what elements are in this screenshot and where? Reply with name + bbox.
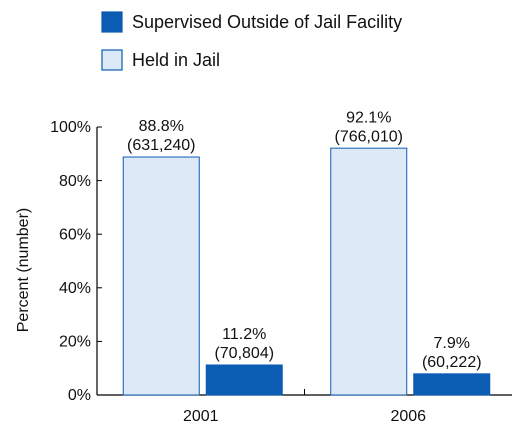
legend-swatch bbox=[101, 49, 123, 71]
legend-label: Held in Jail bbox=[132, 50, 220, 70]
y-tick-label: 100% bbox=[50, 119, 91, 136]
y-tick-label: 0% bbox=[68, 387, 91, 404]
value-label: 7.9% bbox=[434, 335, 470, 352]
y-tick-label: 60% bbox=[59, 226, 91, 243]
y-tick-label: 40% bbox=[59, 280, 91, 297]
x-tick-label: 2006 bbox=[390, 408, 426, 425]
y-axis-label: Percent (number) bbox=[15, 208, 32, 333]
value-label: 92.1% bbox=[346, 109, 391, 126]
value-label: 88.8% bbox=[139, 118, 184, 135]
legend-swatch bbox=[101, 11, 123, 33]
legend-label: Supervised Outside of Jail Facility bbox=[132, 12, 402, 32]
value-label: 11.2% bbox=[222, 326, 266, 343]
number-label: (60,222) bbox=[422, 354, 482, 371]
bar bbox=[330, 147, 408, 396]
number-label: (766,010) bbox=[335, 128, 404, 145]
number-label: (631,240) bbox=[127, 137, 196, 154]
bar bbox=[122, 156, 200, 396]
number-label: (70,804) bbox=[214, 345, 274, 362]
bar bbox=[205, 364, 283, 396]
x-tick-label: 2001 bbox=[183, 408, 219, 425]
y-tick-label: 20% bbox=[59, 334, 91, 351]
y-tick-label: 80% bbox=[59, 173, 91, 190]
bar bbox=[413, 373, 491, 396]
